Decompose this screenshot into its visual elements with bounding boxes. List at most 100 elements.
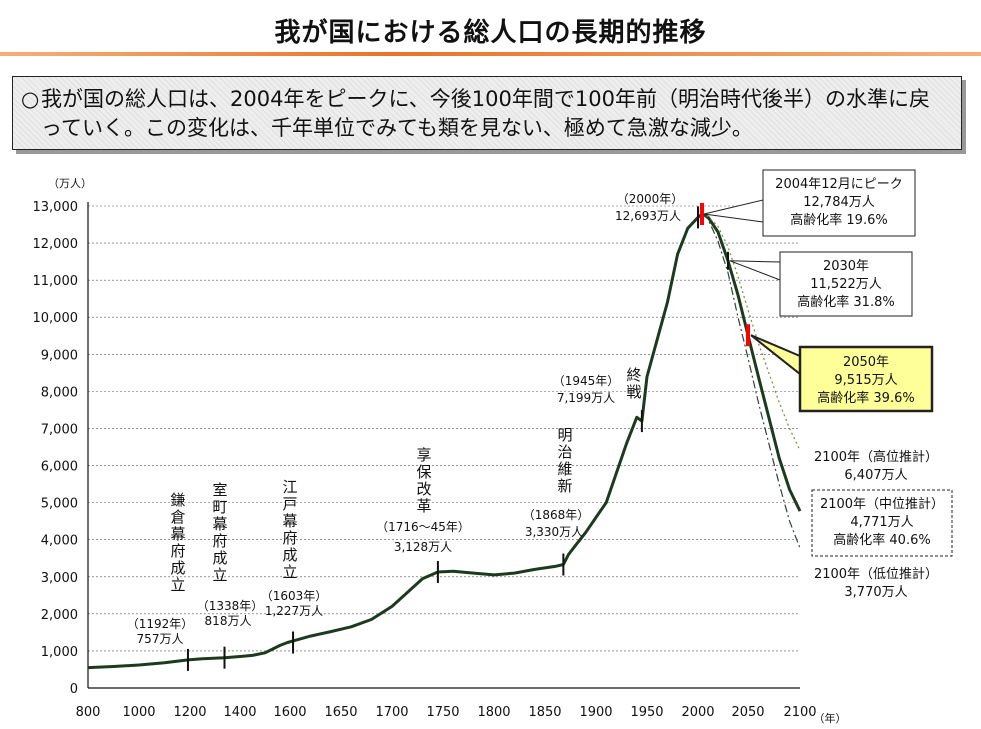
x-tick-label: 1750 bbox=[426, 705, 459, 720]
peak-callout-aging-rate: 高齢化率 19.6% bbox=[790, 212, 887, 228]
callout-2030 bbox=[779, 251, 913, 317]
callout-mid-title: 2100年（中位推計） bbox=[820, 496, 944, 512]
marker-event-label: 江 bbox=[282, 478, 297, 496]
marker-year-label: （1945年） bbox=[553, 374, 620, 388]
y-tick-label: 8,000 bbox=[41, 385, 78, 400]
x-tick-label: 1000 bbox=[122, 705, 155, 720]
callout-low-value: 3,770万人 bbox=[844, 585, 907, 600]
callout-2030-title: 2030年 bbox=[823, 259, 869, 274]
marker-value-label: 3,330万人 bbox=[525, 525, 583, 539]
y-tick-label: 9,000 bbox=[41, 348, 78, 363]
callout-2050-pointer bbox=[750, 334, 801, 377]
y-tick-label: 0 bbox=[70, 682, 78, 697]
x-unit-label: （年） bbox=[814, 711, 847, 725]
peak-callout-value: 12,784万人 bbox=[803, 195, 875, 210]
marker-value-label: 3,128万人 bbox=[394, 540, 452, 554]
callout-low-title: 2100年（低位推計） bbox=[814, 566, 938, 582]
marker-value-label: 1,227万人 bbox=[265, 604, 323, 618]
marker-value-label: 12,693万人 bbox=[615, 209, 681, 223]
marker-year-label: （1603年） bbox=[261, 589, 328, 603]
marker-event-label: 町 bbox=[212, 498, 227, 516]
y-tick-label: 10,000 bbox=[33, 311, 79, 326]
marker-year-label: （2000年） bbox=[617, 192, 684, 206]
marker-event-label: 革 bbox=[416, 497, 431, 515]
x-tick-label: 800 bbox=[76, 705, 101, 720]
marker-event-label: 維 bbox=[557, 460, 572, 478]
summary-text: 我が国の総人口は、2004年をピークに、今後100年間で100年前（明治時代後半… bbox=[41, 87, 930, 140]
marker-event-label: 成 bbox=[212, 549, 227, 567]
marker-event-label: 幕 bbox=[170, 525, 185, 543]
x-tick-label: 2000 bbox=[681, 705, 714, 720]
x-tick-label: 1400 bbox=[223, 705, 256, 720]
x-tick-label: 2050 bbox=[731, 705, 764, 720]
y-tick-label: 12,000 bbox=[33, 237, 79, 252]
marker-event-label: 立 bbox=[282, 563, 297, 581]
x-tick-label: 1600 bbox=[273, 705, 306, 720]
y-tick-label: 7,000 bbox=[41, 422, 78, 437]
marker-event-label: 倉 bbox=[170, 508, 185, 526]
marker-event-label: 治 bbox=[557, 443, 572, 461]
marker-event-label: 立 bbox=[170, 576, 185, 594]
marker-event-label: 戦 bbox=[626, 383, 641, 401]
marker-event-label: 府 bbox=[282, 529, 297, 547]
callout-mid-aging-rate: 高齢化率 40.6% bbox=[833, 532, 930, 548]
y-tick-label: 11,000 bbox=[33, 274, 79, 289]
marker-event-label: 立 bbox=[212, 566, 227, 584]
y-unit-label: （万人） bbox=[48, 177, 92, 190]
callout-mid-value: 4,771万人 bbox=[850, 515, 913, 530]
y-tick-label: 4,000 bbox=[41, 534, 78, 549]
peak-callout-title: 2004年12月にピーク bbox=[775, 177, 903, 192]
x-tick-label: 1950 bbox=[630, 705, 663, 720]
marker-event-label: 府 bbox=[170, 542, 185, 560]
y-tick-label: 5,000 bbox=[41, 497, 78, 512]
callout-2050 bbox=[798, 345, 934, 413]
series-line-historical bbox=[87, 212, 703, 670]
y-tick-label: 6,000 bbox=[41, 460, 78, 475]
marker-value-label: 7,199万人 bbox=[557, 391, 615, 405]
callout-high-value: 6,407万人 bbox=[844, 468, 907, 483]
callout-2050-aging-rate: 高齢化率 39.6% bbox=[817, 390, 914, 406]
marker-year-label: （1192年） bbox=[127, 617, 194, 631]
x-tick-label: 1200 bbox=[173, 705, 206, 720]
title-underline bbox=[0, 52, 981, 56]
marker-year-label: （1716～45年） bbox=[376, 520, 470, 534]
peak-callout bbox=[762, 169, 916, 237]
callout-mid bbox=[811, 489, 953, 557]
x-tick-label: 1650 bbox=[324, 705, 357, 720]
x-tick-label: 1850 bbox=[528, 705, 561, 720]
summary-bullet: ○ bbox=[21, 87, 40, 111]
marker-event-label: 鎌 bbox=[170, 491, 185, 509]
marker-value-label: 757万人 bbox=[137, 632, 184, 646]
y-tick-label: 1,000 bbox=[41, 645, 78, 660]
x-tick-label: 1800 bbox=[477, 705, 510, 720]
marker-year-label: （1338年） bbox=[197, 599, 264, 613]
series-line-high-projection bbox=[701, 213, 801, 451]
marker-event-label: 成 bbox=[170, 559, 185, 577]
x-tick-label: 1900 bbox=[579, 705, 612, 720]
callout-2050-value: 9,515万人 bbox=[834, 373, 897, 388]
x-tick-label: 1700 bbox=[375, 705, 408, 720]
y-tick-label: 13,000 bbox=[33, 200, 79, 215]
marker-event-label: 幕 bbox=[282, 512, 297, 530]
callout-2030-value: 11,522万人 bbox=[810, 277, 882, 292]
series-line-low-projection bbox=[701, 213, 801, 549]
marker-event-label: 享 bbox=[416, 446, 431, 464]
marker-value-label: 818万人 bbox=[205, 614, 252, 628]
marker-event-label: 新 bbox=[557, 477, 572, 495]
peak-callout-pointer bbox=[703, 199, 764, 223]
marker-event-label: 成 bbox=[282, 546, 297, 564]
marker-event-label: 戸 bbox=[282, 495, 297, 513]
marker-event-label: 終 bbox=[626, 366, 641, 384]
page-title: 我が国における総人口の長期的推移 bbox=[274, 18, 707, 48]
y-tick-label: 3,000 bbox=[41, 571, 78, 586]
callout-2050-title: 2050年 bbox=[843, 355, 889, 370]
marker-event-label: 府 bbox=[212, 532, 227, 550]
marker-event-label: 室 bbox=[212, 481, 227, 499]
marker-event-label: 改 bbox=[416, 480, 431, 498]
callout-2030-aging-rate: 高齢化率 31.8% bbox=[797, 294, 894, 310]
summary-box: ○ 我が国の総人口は、2004年をピークに、今後100年間で100年前（明治時代… bbox=[12, 76, 962, 150]
x-tick-label: 2100 bbox=[783, 705, 816, 720]
marker-event-label: 明 bbox=[557, 426, 572, 444]
marker-year-label: （1868年） bbox=[523, 508, 590, 522]
